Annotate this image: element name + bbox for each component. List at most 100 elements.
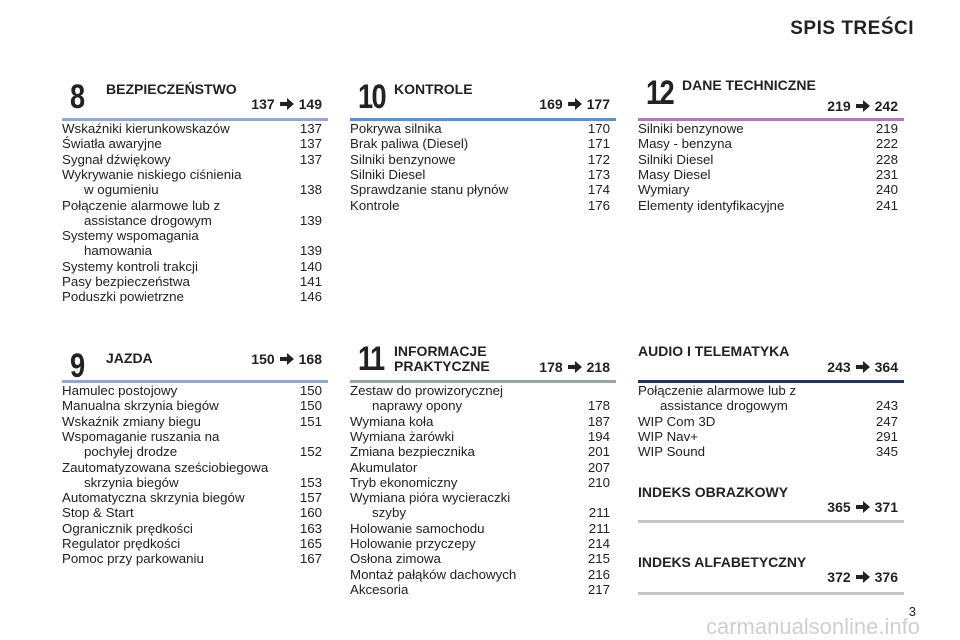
range-to: 371 [874, 499, 898, 515]
entry-label: pochyłej drodze [84, 444, 178, 460]
entry-label: Silniki benzynowe [350, 151, 456, 167]
entry-label: Zestaw do prowizorycznej [350, 383, 503, 398]
entry-label: Brak paliwa (Diesel) [350, 136, 469, 152]
entry-page: 157 [299, 490, 322, 506]
entry-label: Wymiana koła [350, 413, 434, 429]
entry-page: 243 [875, 398, 898, 414]
entry-label: Akumulator [350, 459, 418, 475]
entry-page: 146 [299, 289, 322, 305]
arrow-shape [567, 361, 582, 373]
entry-page: 139 [299, 212, 322, 228]
entry-label: Połączenie alarmowe lub z [638, 383, 797, 398]
entry-page: 150 [299, 398, 322, 414]
entry-label: Zautomatyzowana sześciobiegowa [62, 459, 269, 475]
entry-label: Akcesoria [350, 581, 409, 597]
range-from: 178 [539, 359, 563, 375]
arrow-icon [855, 571, 870, 583]
entry-page: 214 [587, 536, 610, 551]
entry-page: 231 [875, 166, 898, 182]
range-to: 218 [586, 359, 610, 375]
entry-page: 137 [299, 136, 322, 152]
page-range: 365 371 [827, 499, 898, 515]
section-number: 10 [358, 78, 387, 116]
section-title: DANE TECHNICZNE [682, 77, 816, 93]
range-from: 169 [539, 96, 563, 112]
entry-page: 150 [299, 383, 322, 398]
entry-page: 170 [587, 121, 610, 136]
entry-page: 194 [587, 428, 610, 444]
range-to: 376 [874, 569, 898, 585]
arrow-shape [855, 501, 870, 513]
entry-page: 291 [875, 428, 898, 444]
entry-page: 211 [588, 505, 610, 521]
entry-page: 247 [875, 413, 898, 429]
entry-page: 163 [299, 520, 322, 536]
entry-label: WIP Nav+ [638, 428, 698, 444]
entry-label: Zmiana bezpiecznika [350, 444, 475, 460]
page-range: 150 168 [251, 351, 322, 367]
entry-label: Manualna skrzynia biegów [62, 398, 219, 414]
page-range: 219 242 [827, 98, 898, 114]
entry-label: Pomoc przy parkowaniu [62, 551, 204, 567]
arrow-shape [279, 98, 294, 110]
section-rule [638, 520, 904, 523]
range-from: 219 [827, 98, 851, 114]
entry-label: Stop & Start [62, 505, 134, 521]
entry-label: Kontrole [350, 197, 400, 213]
section-number: 12 [646, 74, 675, 112]
entry-label: naprawy opony [372, 398, 463, 414]
entry-label: w ogumieniu [84, 182, 159, 198]
entry-page: 165 [299, 536, 322, 551]
section-title: INDEKS OBRAZKOWY [638, 484, 789, 500]
entry-page: 141 [299, 274, 322, 289]
entry-page: 137 [299, 151, 322, 167]
entry-page: 217 [587, 581, 610, 597]
range-from: 365 [827, 499, 851, 515]
entry-label: WIP Sound [638, 444, 706, 460]
entry-label: Pokrywa silnika [350, 121, 442, 136]
entry-page: 160 [299, 505, 322, 521]
arrow-icon [855, 361, 870, 373]
entry-page: 171 [587, 136, 610, 152]
entry-page: 215 [587, 551, 610, 567]
page-range: 137 149 [251, 96, 322, 112]
entry-page: 138 [299, 182, 322, 198]
arrow-shape [567, 98, 582, 110]
page-range: 372 376 [827, 569, 898, 585]
entry-label: Wymiana pióra wycieraczki [350, 490, 511, 506]
entry-page: 167 [299, 551, 322, 567]
entry-label: Wykrywanie niskiego ciśnienia [62, 166, 242, 182]
entry-label: Elementy identyfikacyjne [638, 197, 785, 213]
entry-label: hamowania [84, 243, 153, 259]
entry-label: skrzynia biegów [84, 474, 179, 490]
entry-page: 140 [299, 258, 322, 274]
entry-label: szyby [372, 505, 406, 521]
section-rule [350, 118, 616, 121]
arrow-shape [855, 361, 870, 373]
entry-label: Automatyczna skrzynia biegów [62, 490, 245, 506]
range-to: 168 [298, 351, 322, 367]
range-to: 149 [298, 96, 322, 112]
watermark: carmanualsonline.info [705, 614, 920, 639]
entry-page: 216 [587, 566, 610, 582]
entry-label: WIP Com 3D [638, 413, 716, 429]
entry-label: assistance drogowym [84, 212, 212, 228]
section-title: KONTROLE [394, 81, 473, 97]
page-number: 3 [908, 604, 916, 619]
entry-label: Wymiana żarówki [350, 428, 455, 444]
section-title: AUDIO I TELEMATYKA [638, 343, 790, 359]
entry-page: 178 [587, 398, 610, 414]
entry-label: Holowanie samochodu [350, 520, 485, 536]
page-range: 243 364 [827, 359, 898, 375]
section-rule [62, 380, 328, 383]
section-number: 8 [70, 78, 85, 116]
arrow-icon [567, 361, 582, 373]
entry-label: Tryb ekonomiczny [350, 474, 458, 490]
range-to: 364 [874, 359, 898, 375]
entry-label: Pasy bezpieczeństwa [62, 274, 190, 289]
entry-label: Wymiary [638, 182, 690, 198]
section-rule [350, 380, 616, 383]
entry-label: Ogranicznik prędkości [62, 520, 193, 536]
section-title: PRAKTYCZNE [394, 358, 490, 374]
